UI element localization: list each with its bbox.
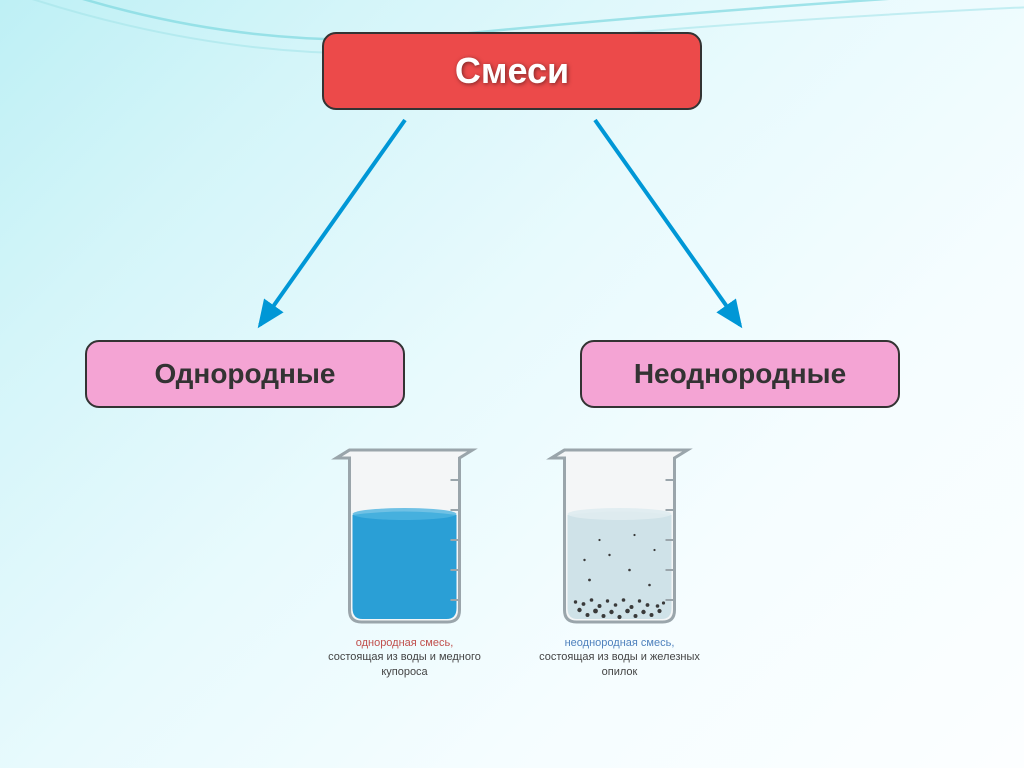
caption-right-rest: состоящая из воды и железных опилок	[539, 651, 700, 677]
beaker-right-icon	[540, 440, 700, 630]
title-box: Смеси	[322, 32, 702, 110]
beakers-row: однородная смесь, состоящая из воды и ме…	[315, 440, 710, 679]
caption-left-highlight: однородная смесь,	[356, 637, 454, 649]
child-left-text: Однородные	[155, 358, 336, 390]
title-text: Смеси	[455, 50, 569, 92]
beaker-right-caption: неоднородная смесь, состоящая из воды и …	[530, 636, 710, 679]
arrow-left	[240, 110, 420, 340]
beaker-left-caption: однородная смесь, состоящая из воды и ме…	[315, 636, 495, 679]
arrow-right	[580, 110, 760, 340]
beaker-left-icon	[325, 440, 485, 630]
child-box-right: Неоднородные	[580, 340, 900, 408]
child-right-text: Неоднородные	[634, 358, 846, 390]
beaker-left-block: однородная смесь, состоящая из воды и ме…	[315, 440, 495, 679]
caption-right-highlight: неоднородная смесь,	[565, 637, 675, 649]
child-box-left: Однородные	[85, 340, 405, 408]
caption-left-rest: состоящая из воды и медного купороса	[328, 651, 481, 677]
beaker-right-block: неоднородная смесь, состоящая из воды и …	[530, 440, 710, 679]
